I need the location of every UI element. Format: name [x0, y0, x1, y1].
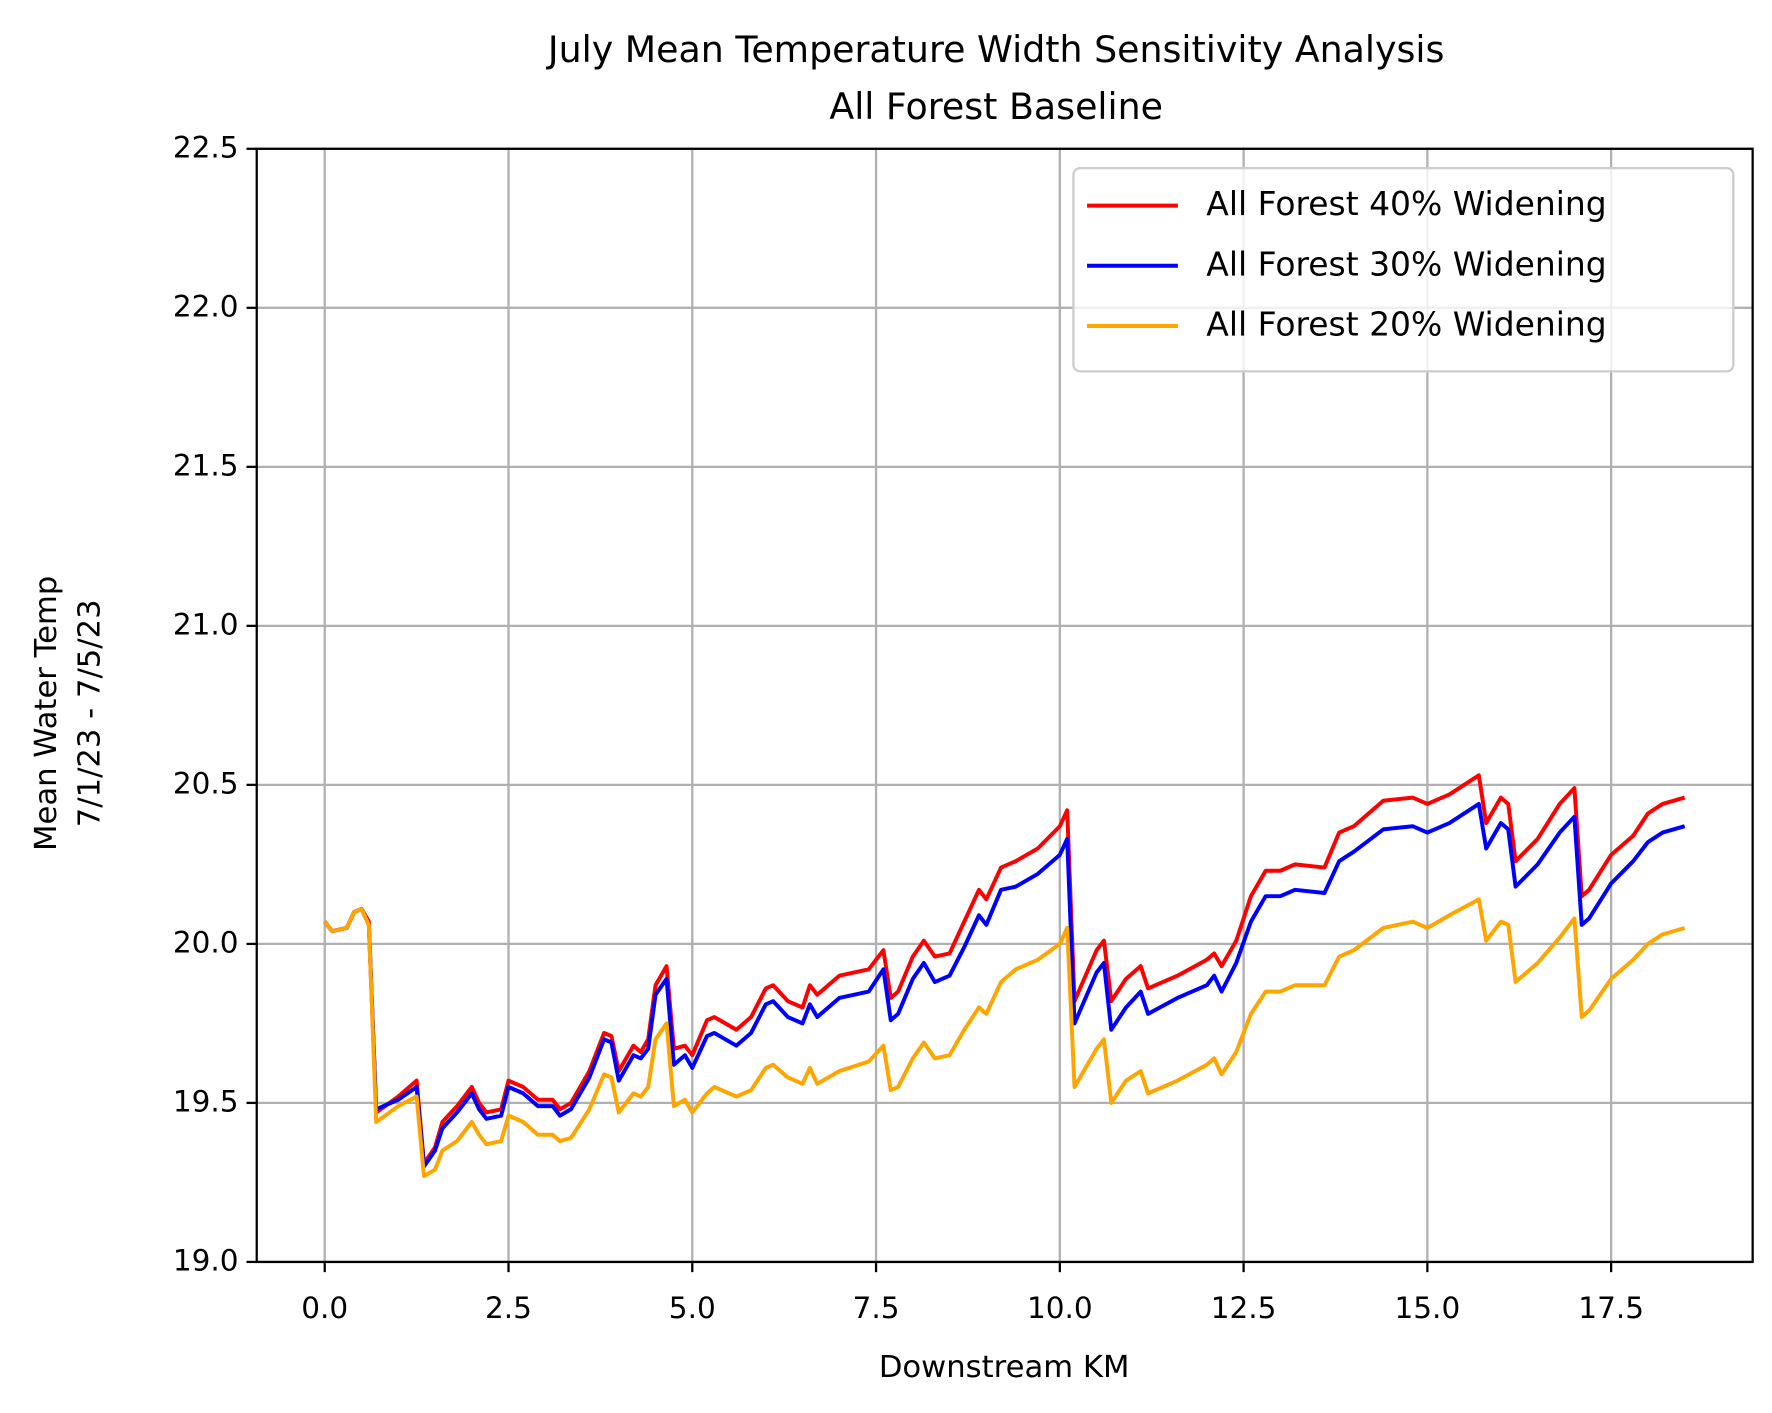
legend-label: All Forest 20% Widening	[1206, 304, 1606, 343]
legend-box	[1072, 166, 1735, 373]
y-tick-label: 21.0	[173, 607, 239, 641]
series-line	[323, 897, 1686, 1179]
y-tick-label: 19.0	[173, 1243, 239, 1277]
y-axis-label: 7/1/23 - 7/5/23	[72, 599, 107, 827]
x-tick-label: 2.5	[485, 1291, 532, 1325]
y-axis-label: Mean Water Temp	[29, 576, 64, 851]
x-tick-label: 12.5	[1211, 1291, 1277, 1325]
x-axis-label: Downstream KM	[879, 1350, 1130, 1385]
axes-frame	[255, 147, 1754, 1264]
y-tick-label: 22.5	[173, 130, 239, 164]
y-tick-label: 21.5	[173, 448, 239, 482]
chart-title: July Mean Temperature Width Sensitivity …	[546, 28, 1445, 71]
series-line	[323, 801, 1686, 1169]
legend-label: All Forest 40% Widening	[1206, 184, 1606, 223]
y-tick-label: 20.0	[173, 925, 239, 959]
y-tick-label: 20.5	[173, 766, 239, 800]
x-tick-label: 5.0	[669, 1291, 716, 1325]
x-tick-label: 10.0	[1027, 1291, 1093, 1325]
x-tick-label: 17.5	[1578, 1291, 1644, 1325]
x-tick-label: 7.5	[853, 1291, 900, 1325]
chart-subtitle: All Forest Baseline	[829, 85, 1163, 128]
y-tick-label: 19.5	[173, 1084, 239, 1118]
legend-label: All Forest 30% Widening	[1206, 244, 1606, 283]
x-tick-label: 0.0	[301, 1291, 348, 1325]
y-tick-label: 22.0	[173, 289, 239, 323]
x-tick-label: 15.0	[1395, 1291, 1461, 1325]
